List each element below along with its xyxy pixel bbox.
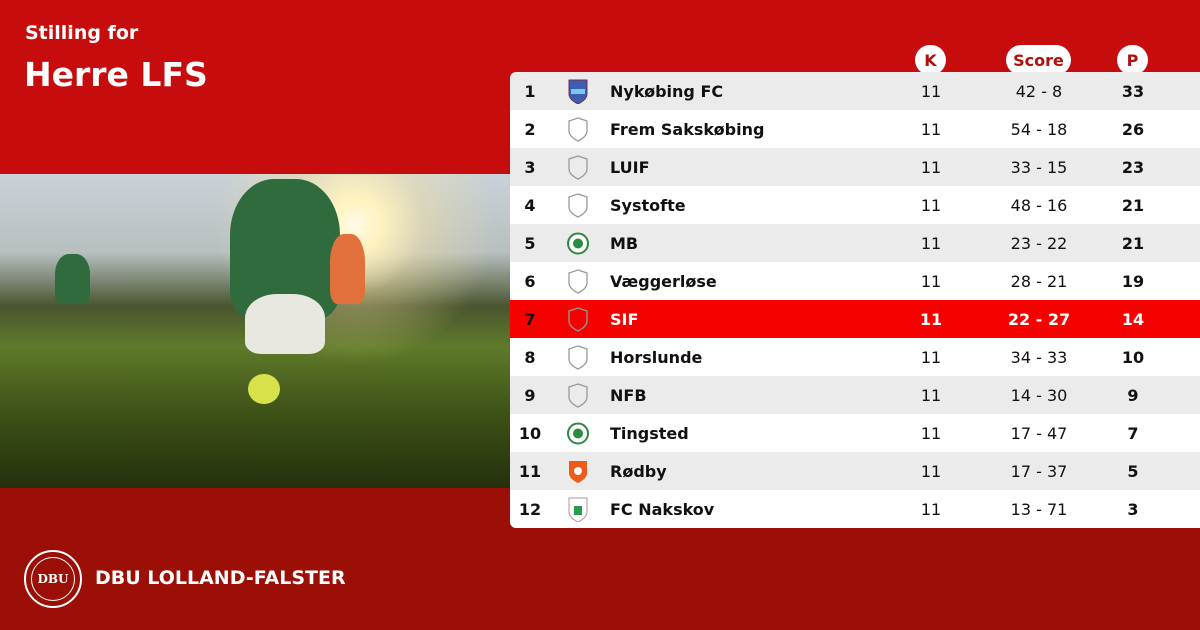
goal-score: 34 - 33 [1010, 347, 1068, 367]
brand-name: DBU LOLLAND-FALSTER [95, 567, 346, 589]
rank: 7 [524, 309, 536, 329]
table-row[interactable]: 6 Væggerløse 11 28 - 21 19 [510, 262, 1200, 300]
table-row[interactable]: 9 NFB 11 14 - 30 9 [510, 376, 1200, 414]
rank: 1 [524, 81, 536, 101]
column-header-k: K [915, 45, 946, 75]
team-logo-icon [568, 269, 588, 294]
team-name: MB [610, 233, 639, 253]
table-row[interactable]: 11 Rødby 11 17 - 37 5 [510, 452, 1200, 490]
goal-score: 17 - 47 [1010, 423, 1068, 443]
rank: 11 [518, 461, 542, 481]
matches-played: 11 [920, 499, 942, 519]
points: 26 [1121, 119, 1145, 139]
team-logo-icon [567, 232, 589, 255]
rank: 2 [524, 119, 536, 139]
points: 33 [1121, 81, 1145, 101]
points: 5 [1127, 461, 1139, 481]
table-row[interactable]: 7 SIF 11 22 - 27 14 [510, 300, 1200, 338]
team-logo-icon [568, 345, 588, 370]
team-logo-icon [568, 117, 588, 142]
goal-score: 22 - 27 [1007, 309, 1071, 329]
matches-played: 11 [920, 157, 942, 177]
team-name: Rødby [610, 461, 667, 481]
team-name: Horslunde [610, 347, 703, 367]
team-name: LUIF [610, 157, 650, 177]
team-logo-icon [568, 307, 588, 332]
team-name: NFB [610, 385, 647, 405]
goal-score: 17 - 37 [1010, 461, 1068, 481]
matches-played: 11 [920, 81, 942, 101]
team-logo-icon [569, 461, 587, 483]
points: 21 [1121, 233, 1145, 253]
team-logo-icon [568, 383, 588, 408]
goal-score: 54 - 18 [1010, 119, 1068, 139]
rank: 9 [524, 385, 536, 405]
rank: 8 [524, 347, 536, 367]
matches-played: 11 [920, 423, 942, 443]
matches-played: 11 [920, 233, 942, 253]
subtitle: Stilling for [25, 22, 139, 44]
goal-score: 13 - 71 [1010, 499, 1068, 519]
matches-played: 11 [920, 119, 942, 139]
rank: 10 [518, 423, 542, 443]
rank: 12 [518, 499, 542, 519]
goal-score: 28 - 21 [1010, 271, 1068, 291]
team-logo-icon [568, 497, 588, 522]
table-row[interactable]: 8 Horslunde 11 34 - 33 10 [510, 338, 1200, 376]
rank: 4 [524, 195, 536, 215]
football-photo [0, 174, 510, 488]
table-row[interactable]: 4 Systofte 11 48 - 16 21 [510, 186, 1200, 224]
team-name: FC Nakskov [610, 499, 715, 519]
points: 23 [1121, 157, 1145, 177]
matches-played: 11 [920, 347, 942, 367]
matches-played: 11 [920, 461, 942, 481]
table-row[interactable]: 2 Frem Sakskøbing 11 54 - 18 26 [510, 110, 1200, 148]
table-row[interactable]: 3 LUIF 11 33 - 15 23 [510, 148, 1200, 186]
matches-played: 11 [919, 309, 943, 329]
rank: 6 [524, 271, 536, 291]
column-header-score: Score [1006, 45, 1071, 75]
points: 9 [1127, 385, 1139, 405]
team-logo-icon [568, 193, 588, 218]
page-title: Herre LFS [24, 55, 208, 94]
table-row[interactable]: 1 Nykøbing FC 11 42 - 8 33 [510, 72, 1200, 110]
team-logo-icon [568, 155, 588, 180]
team-logo-icon [567, 422, 589, 445]
goal-score: 42 - 8 [1015, 81, 1063, 101]
goal-score: 14 - 30 [1010, 385, 1068, 405]
goal-score: 23 - 22 [1010, 233, 1068, 253]
team-name: Væggerløse [610, 271, 717, 291]
points: 10 [1121, 347, 1145, 367]
rank: 5 [524, 233, 536, 253]
team-name: Systofte [610, 195, 686, 215]
points: 14 [1121, 309, 1145, 329]
table-row[interactable]: 5 MB 11 23 - 22 21 [510, 224, 1200, 262]
team-logo-icon [568, 79, 588, 104]
column-header-p: P [1117, 45, 1148, 75]
team-name: Tingsted [610, 423, 689, 443]
table-row[interactable]: 10 Tingsted 11 17 - 47 7 [510, 414, 1200, 452]
team-name: Frem Sakskøbing [610, 119, 765, 139]
points: 19 [1121, 271, 1145, 291]
points: 3 [1127, 499, 1139, 519]
team-name: Nykøbing FC [610, 81, 724, 101]
dbu-seal-logo: DBU [24, 550, 82, 608]
goal-score: 48 - 16 [1010, 195, 1068, 215]
standings-table: 1 Nykøbing FC 11 42 - 8 33 2 Frem Sakskøb… [510, 72, 1200, 528]
matches-played: 11 [920, 385, 942, 405]
team-name: SIF [610, 309, 639, 329]
table-row[interactable]: 12 FC Nakskov 11 13 - 71 3 [510, 490, 1200, 528]
matches-played: 11 [920, 271, 942, 291]
points: 21 [1121, 195, 1145, 215]
matches-played: 11 [920, 195, 942, 215]
goal-score: 33 - 15 [1010, 157, 1068, 177]
points: 7 [1127, 423, 1139, 443]
rank: 3 [524, 157, 536, 177]
